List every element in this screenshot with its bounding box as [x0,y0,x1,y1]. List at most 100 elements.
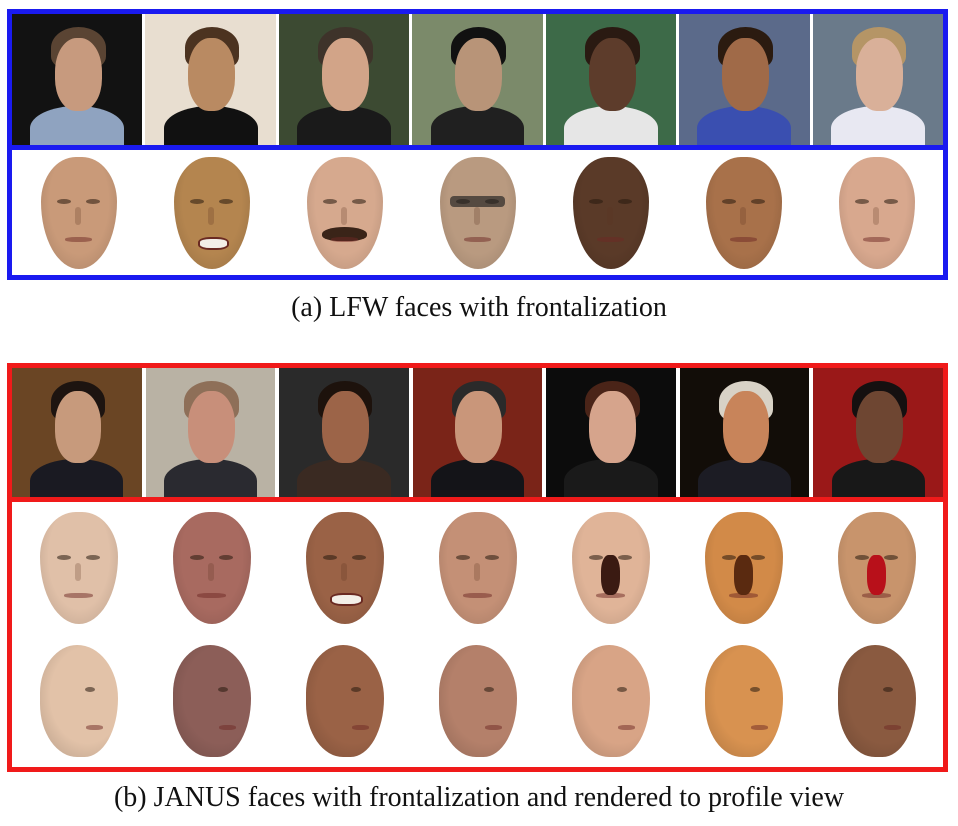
person-body [30,459,124,497]
face-mouth [219,725,237,731]
face-eye [483,687,494,693]
face-eye [85,199,100,205]
caption-b: (b) JANUS faces with frontalization and … [113,782,845,813]
janus-profile-face-4 [438,644,517,757]
face-mouth [330,592,363,606]
lfw-photo-4 [412,14,543,145]
face-eye [455,554,470,560]
face-eye [854,554,869,560]
lfw-photo-2 [145,14,276,145]
face-mouth [618,725,636,731]
face-eye [882,687,893,693]
janus-profile-face-1 [39,644,118,757]
face-nose [208,206,215,225]
artifact-patch [867,554,886,596]
face-nose [208,562,215,581]
face-mouth [86,725,104,731]
face-mouth [197,592,226,598]
lfw-frontal-face-3 [306,156,383,269]
janus-frontal-face-6 [704,512,783,625]
person-head [188,37,236,111]
face-mouth [64,237,93,243]
face-eye [617,199,632,205]
lfw-input-photos [12,14,943,145]
person-head [856,391,903,464]
person-body [830,106,925,145]
face-eye [855,199,870,205]
person-head [54,391,102,464]
lfw-divider [12,145,943,150]
person-body [831,459,925,497]
person-body [564,459,658,497]
face-eye [485,554,500,560]
person-head [588,37,636,111]
face-nose [873,206,880,225]
janus-divider [12,497,943,502]
face-eye [190,199,205,205]
janus-photo-7 [813,368,944,497]
person-body [430,459,525,497]
lfw-photo-1 [12,14,143,145]
face-mouth [197,237,230,251]
face-eye [322,554,337,560]
face-eye [352,554,367,560]
lfw-frontalized-faces [12,150,943,275]
face-nose [474,206,481,225]
face-nose [740,206,747,225]
face-mouth [352,725,370,731]
person-head [55,37,102,111]
person-body [697,106,792,145]
janus-photo-6 [679,368,810,497]
face-mouth [596,592,625,598]
face-eye [350,687,361,693]
janus-frontal-face-3 [305,512,384,625]
face-eye [589,199,604,205]
person-head [589,391,636,464]
face-eye [588,554,603,560]
face-eye [750,199,765,205]
lfw-photo-5 [545,14,677,145]
janus-frontal-face-5 [571,512,650,625]
face-eye [749,687,760,693]
lfw-frontal-face-2 [173,156,250,269]
person-body [698,459,792,497]
janus-profile-face-3 [305,644,384,757]
face-eye [722,199,737,205]
face-eye [883,199,898,205]
face-mouth [463,237,492,243]
person-body [163,459,257,497]
lfw-photo-3 [278,14,410,145]
face-mouth [751,725,769,731]
face-eye [751,554,766,560]
janus-profile-face-6 [704,644,783,757]
person-head [855,37,903,111]
janus-profile-face-7 [837,644,916,757]
face-eye [351,199,366,205]
face-mouth [485,725,503,731]
janus-frontal-face-1 [39,512,118,625]
face-nose [474,562,481,581]
person-body [163,106,258,145]
janus-profile-face-5 [571,644,650,757]
artifact-patch [601,554,620,596]
lfw-photo-6 [679,14,810,145]
face-eye [618,554,633,560]
lfw-frontal-face-7 [838,156,915,269]
face-nose [341,562,348,581]
caption-a: (a) LFW faces with frontalization [291,292,667,323]
face-mouth [64,592,93,598]
face-nose [75,562,82,581]
person-head [188,391,235,464]
person-body [563,106,658,145]
janus-photo-3 [279,368,409,497]
person-body [297,106,391,145]
lfw-frontal-face-6 [705,156,782,269]
face-eye [219,554,234,560]
face-mouth [884,725,902,731]
janus-photo-1 [12,368,142,497]
janus-photo-5 [546,368,676,497]
person-head [455,37,503,111]
lfw-panel [7,9,948,280]
face-nose [607,206,614,225]
face-nose [75,206,82,225]
